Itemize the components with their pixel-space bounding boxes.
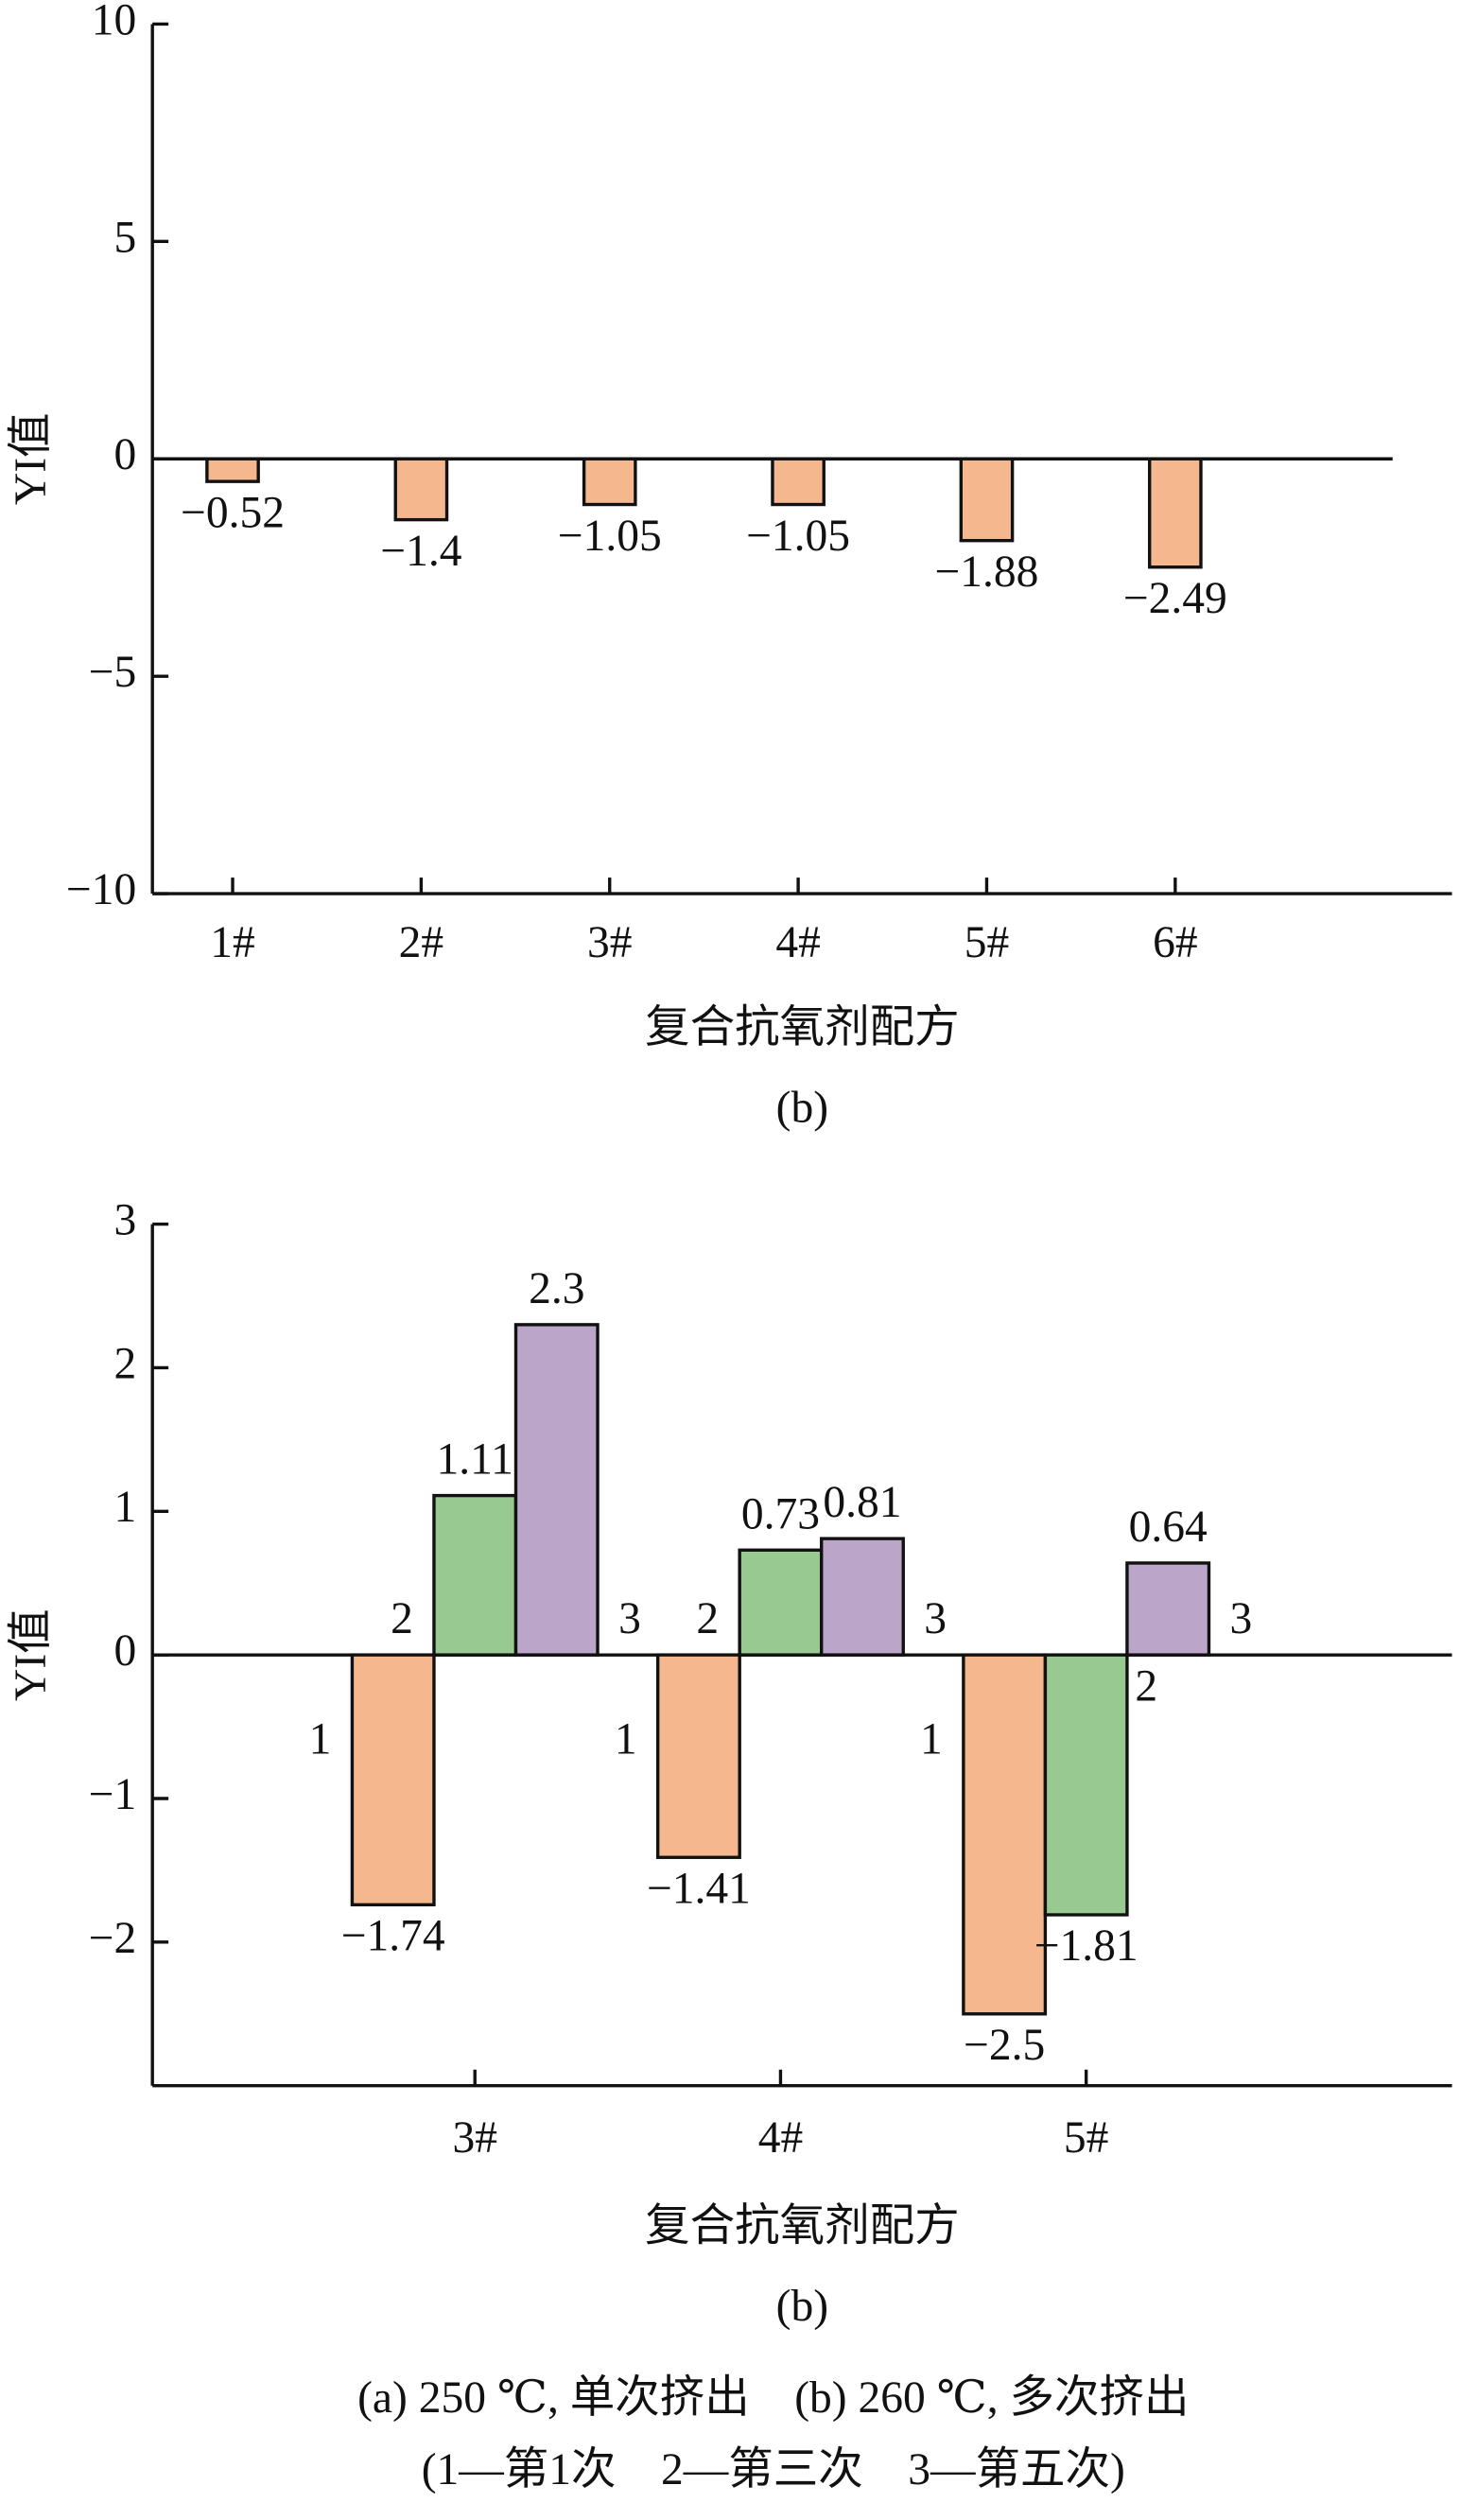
value-label: 0.81 bbox=[823, 1478, 901, 1527]
value-label: −1.05 bbox=[558, 512, 662, 561]
y-tick-label: 0 bbox=[113, 430, 136, 479]
value-label: −1.4 bbox=[380, 527, 461, 576]
series-label: 1 bbox=[309, 1714, 332, 1764]
value-label: −1.74 bbox=[341, 1912, 445, 1961]
value-label: 1.11 bbox=[437, 1435, 513, 1485]
bar bbox=[962, 1653, 1048, 2016]
series-label: 3 bbox=[1230, 1594, 1253, 1643]
y-tick-label: 1 bbox=[113, 1483, 136, 1532]
series-label: 3 bbox=[618, 1594, 641, 1643]
subtitle: (b) bbox=[776, 2282, 828, 2331]
bar bbox=[432, 1493, 518, 1657]
y-tick-label: −2 bbox=[89, 1914, 137, 1963]
x-axis-label: 复合抗氧剂配方 bbox=[645, 2201, 960, 2251]
y-tick-label: 10 bbox=[92, 0, 136, 44]
x-tick-label: 4# bbox=[775, 918, 821, 967]
value-label: −1.05 bbox=[746, 512, 850, 561]
y-tick-label: 0 bbox=[113, 1626, 136, 1676]
x-tick-label: 6# bbox=[1153, 918, 1198, 967]
bar bbox=[959, 457, 1015, 543]
bar bbox=[655, 1653, 741, 1859]
series-label: 3 bbox=[924, 1594, 947, 1643]
x-tick-label: 1# bbox=[210, 918, 255, 967]
bar bbox=[1125, 1561, 1211, 1657]
bar bbox=[738, 1548, 824, 1657]
value-label: −0.52 bbox=[181, 488, 285, 537]
value-label: 2.3 bbox=[529, 1264, 584, 1313]
y-tick-label: 2 bbox=[113, 1339, 136, 1388]
series-label: 1 bbox=[920, 1714, 943, 1764]
bar bbox=[205, 457, 260, 483]
bar bbox=[820, 1537, 905, 1657]
value-label: −2.49 bbox=[1123, 574, 1227, 623]
subtitle: (b) bbox=[776, 1084, 828, 1133]
y-axis-label: YI值 bbox=[7, 412, 56, 505]
y-tick-label: −1 bbox=[89, 1770, 137, 1819]
x-axis-label: 复合抗氧剂配方 bbox=[645, 1003, 960, 1052]
y-axis-label: YI值 bbox=[7, 1608, 56, 1701]
bar bbox=[393, 457, 449, 522]
y-tick-label: −10 bbox=[66, 865, 136, 914]
value-label: −1.81 bbox=[1034, 1921, 1138, 1971]
series-label: 1 bbox=[615, 1714, 637, 1764]
series-label: 2 bbox=[1135, 1661, 1157, 1711]
bar bbox=[350, 1653, 436, 1907]
y-tick-label: 3 bbox=[113, 1195, 136, 1244]
series-label: 2 bbox=[391, 1594, 413, 1643]
value-label: −1.41 bbox=[647, 1864, 751, 1913]
x-tick-label: 4# bbox=[758, 2113, 803, 2163]
value-label: −1.88 bbox=[935, 547, 1039, 597]
caption: (a) 250 ℃, 单次挤出 (b) 260 ℃, 多次挤出 bbox=[357, 2373, 1189, 2423]
bar bbox=[582, 457, 637, 507]
x-tick-label: 5# bbox=[1064, 2113, 1109, 2163]
value-label: −2.5 bbox=[964, 2021, 1045, 2070]
bar bbox=[771, 457, 826, 507]
x-tick-label: 5# bbox=[965, 918, 1010, 967]
value-label: 0.73 bbox=[741, 1489, 820, 1538]
caption: (1—第1次 2—第三次 3—第五次) bbox=[422, 2445, 1125, 2494]
y-tick-label: −5 bbox=[89, 648, 137, 697]
series-label: 2 bbox=[696, 1594, 719, 1643]
x-tick-label: 3# bbox=[587, 918, 633, 967]
bar bbox=[1147, 457, 1203, 569]
y-tick-label: 5 bbox=[113, 213, 136, 262]
value-label: 0.64 bbox=[1129, 1503, 1208, 1552]
bar bbox=[1043, 1653, 1129, 1917]
x-tick-label: 2# bbox=[399, 918, 444, 967]
x-tick-label: 3# bbox=[452, 2113, 497, 2163]
bar bbox=[513, 1323, 600, 1657]
